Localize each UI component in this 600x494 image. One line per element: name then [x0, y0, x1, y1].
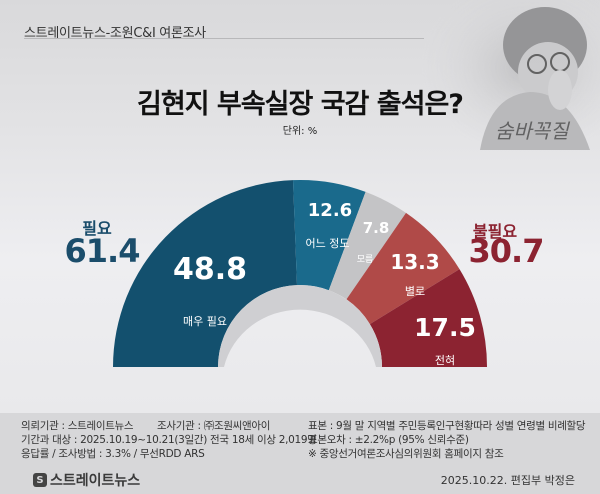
footer-error: 표본오차 : ±2.2%p (95% 신뢰수준): [308, 434, 469, 446]
segment-label: 매우 필요: [183, 315, 227, 328]
segment-value: 48.8: [172, 252, 248, 287]
group-need-label: 필요: [82, 219, 112, 238]
footer-panel: [0, 413, 600, 494]
segment-label: 어느 정도: [305, 237, 350, 250]
footer-response: 응답률 / 조사방법 : 3.3% / 무선RDD ARS: [21, 448, 205, 460]
group-need-value: 61.4: [64, 232, 141, 270]
header-divider: [24, 38, 424, 39]
segment-label: 전혀: [434, 354, 456, 367]
footer-sample: 표본 : 9월 말 지역별 주민등록인구현황따라 성별 연령별 비례할당: [308, 420, 586, 432]
segment-value: 7.8: [362, 219, 390, 237]
segment-label: 모름: [356, 255, 374, 265]
segment-not-at-all: [369, 269, 488, 367]
brand-logo: S 스트레이트뉴스: [33, 470, 140, 490]
chart-title: 김현지 부속실장 국감 출석은?: [137, 89, 464, 120]
brand-name: 스트레이트뉴스: [50, 473, 141, 489]
brand-s-icon: S: [33, 473, 47, 487]
segment-label: 별로: [404, 285, 426, 298]
segment-very-needed: [113, 180, 297, 367]
footer-requester: 의뢰기관 : 스트레이트뉴스: [21, 420, 134, 432]
svg-text:숨바꼭질: 숨바꼭질: [495, 119, 570, 143]
group-not-need-label: 불필요: [472, 222, 518, 241]
group-not-need-value: 30.7: [468, 232, 545, 270]
segment-value: 17.5: [414, 313, 476, 342]
footer-note: ※ 중앙선거여론조사심의위원회 홈페이지 참조: [308, 448, 504, 460]
footer-period: 기간과 대상 : 2025.10.19~10.21(3일간) 전국 18세 이상…: [21, 434, 317, 446]
footer-surveyor: 조사기관 : ㈜조원씨앤아이: [157, 420, 271, 432]
segment-somewhat-needed: [293, 179, 366, 291]
segment-not-really: [346, 212, 460, 325]
inner-shadow: [218, 285, 382, 367]
segment-value: 12.6: [307, 200, 353, 221]
header-source: 스트레이트뉴스-조원C&I 여론조사: [24, 26, 206, 41]
photo-illustration: 숨바꼭질: [420, 0, 600, 150]
segment-dont-know: [328, 191, 406, 300]
unit-label: 단위: %: [282, 126, 318, 137]
segment-value: 13.3: [390, 250, 440, 274]
credit-line: 2025.10.22. 편집부 박정은: [440, 474, 575, 487]
